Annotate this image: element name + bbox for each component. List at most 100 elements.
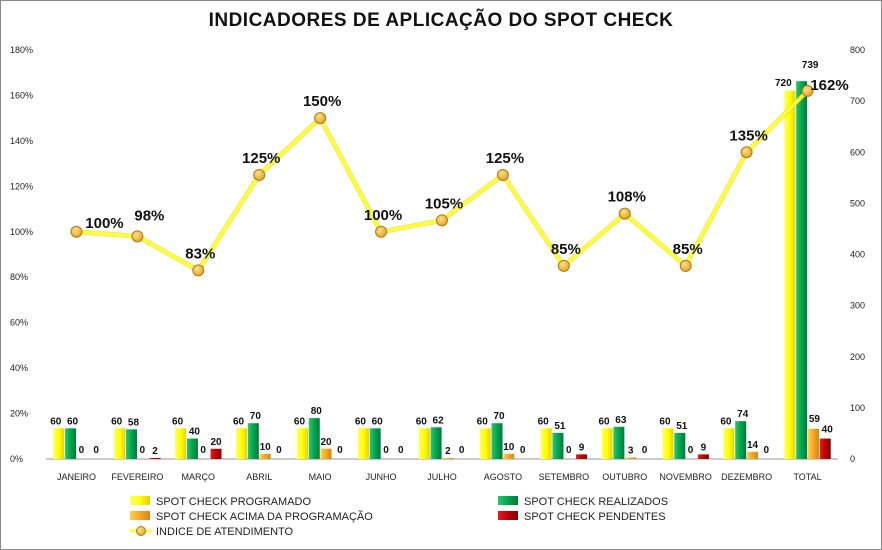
bar-value-label: 0 bbox=[566, 445, 572, 456]
legend-label: INDICE DE ATENDIMENTO bbox=[156, 526, 294, 538]
index-value-label: 100% bbox=[85, 215, 123, 232]
bar bbox=[247, 423, 259, 459]
index-value-label: 125% bbox=[242, 150, 280, 167]
bar bbox=[784, 90, 796, 460]
bar-value-label: 60 bbox=[111, 416, 123, 427]
bar bbox=[503, 453, 515, 459]
bar bbox=[662, 428, 674, 459]
bar bbox=[613, 426, 625, 459]
legend-swatch bbox=[498, 511, 518, 520]
right-tick-label: 0 bbox=[850, 454, 855, 464]
bar bbox=[296, 428, 308, 459]
index-point bbox=[314, 112, 327, 125]
bar-value-label: 0 bbox=[93, 445, 99, 456]
bar-value-label: 60 bbox=[294, 416, 306, 427]
index-point bbox=[253, 168, 266, 181]
bar bbox=[320, 448, 332, 459]
bar bbox=[236, 428, 248, 459]
index-value-label: 83% bbox=[185, 245, 215, 262]
bar bbox=[210, 448, 222, 459]
right-tick-label: 200 bbox=[850, 352, 865, 362]
bar bbox=[552, 432, 564, 459]
bar-value-label: 60 bbox=[372, 416, 384, 427]
index-value-label: 105% bbox=[425, 195, 463, 212]
bar-value-label: 0 bbox=[140, 445, 146, 456]
bar-value-label: 60 bbox=[477, 416, 489, 427]
index-value-label: 150% bbox=[303, 93, 341, 110]
bar bbox=[735, 421, 747, 459]
bar-value-label: 60 bbox=[233, 416, 245, 427]
bar bbox=[479, 428, 491, 459]
category-label: JUNHO bbox=[366, 472, 397, 482]
bar-value-label: 0 bbox=[688, 445, 694, 456]
bar-value-label: 70 bbox=[493, 411, 505, 422]
bar bbox=[175, 428, 187, 459]
index-point bbox=[192, 264, 205, 277]
bar-value-label: 0 bbox=[398, 445, 404, 456]
bar-value-label: 0 bbox=[520, 445, 526, 456]
bar-value-label: 3 bbox=[628, 445, 634, 456]
category-label: JANEIRO bbox=[57, 472, 96, 482]
index-point bbox=[436, 214, 448, 227]
bar bbox=[308, 418, 320, 459]
bar bbox=[540, 428, 552, 459]
bar bbox=[491, 423, 503, 459]
bar-value-label: 51 bbox=[554, 421, 566, 432]
legend-label: SPOT CHECK PENDENTES bbox=[524, 511, 666, 523]
bar-value-label: 60 bbox=[659, 416, 671, 427]
right-tick-label: 600 bbox=[850, 147, 865, 157]
index-value-label: 135% bbox=[729, 127, 767, 144]
index-point bbox=[496, 168, 509, 181]
bar-value-label: 2 bbox=[445, 446, 451, 457]
bar bbox=[819, 438, 831, 459]
bar bbox=[674, 432, 686, 459]
left-tick-label: 20% bbox=[10, 409, 28, 419]
bar bbox=[114, 428, 126, 459]
right-tick-label: 800 bbox=[850, 45, 865, 55]
index-value-label: 100% bbox=[364, 207, 402, 224]
right-tick-label: 500 bbox=[850, 198, 865, 208]
bar-value-label: 10 bbox=[503, 442, 515, 453]
left-tick-label: 180% bbox=[10, 45, 33, 55]
bar-value-label: 63 bbox=[615, 415, 627, 426]
bar-value-label: 0 bbox=[383, 445, 389, 456]
bar-value-label: 60 bbox=[50, 416, 62, 427]
legend-marker-swatch bbox=[136, 526, 146, 536]
left-tick-label: 60% bbox=[10, 318, 28, 328]
bar-value-label: 739 bbox=[802, 60, 819, 71]
bar bbox=[807, 428, 819, 459]
bar-value-label: 2 bbox=[152, 446, 158, 457]
category-label: FEVEREIRO bbox=[111, 472, 163, 482]
index-value-label: 108% bbox=[608, 189, 646, 206]
bar-value-label: 60 bbox=[538, 416, 550, 427]
bar-value-label: 60 bbox=[172, 416, 184, 427]
bar bbox=[442, 457, 454, 459]
index-point bbox=[70, 225, 83, 238]
category-label: ABRIL bbox=[246, 472, 272, 482]
bar bbox=[186, 438, 198, 459]
index-point bbox=[131, 230, 144, 243]
bar bbox=[369, 428, 381, 459]
category-label: OUTUBRO bbox=[602, 472, 647, 482]
bar-value-label: 60 bbox=[67, 416, 79, 427]
bar-value-label: 40 bbox=[822, 425, 834, 436]
bar-value-label: 0 bbox=[79, 445, 85, 456]
bar-value-label: 10 bbox=[260, 442, 272, 453]
legend-swatch bbox=[130, 496, 150, 505]
legend-label: SPOT CHECK REALIZADOS bbox=[524, 496, 668, 508]
bar bbox=[65, 428, 77, 459]
bar-value-label: 60 bbox=[416, 416, 428, 427]
category-label: AGOSTO bbox=[484, 472, 522, 482]
index-point bbox=[801, 84, 814, 97]
bar-value-label: 9 bbox=[579, 442, 585, 453]
chart-title: INDICADORES DE APLICAÇÃO DO SPOT CHECK bbox=[208, 10, 674, 31]
bar bbox=[601, 428, 613, 459]
bar bbox=[723, 428, 735, 459]
index-value-label: 162% bbox=[810, 77, 848, 94]
left-tick-label: 140% bbox=[10, 136, 33, 146]
index-point bbox=[679, 259, 692, 272]
bar-value-label: 58 bbox=[128, 417, 140, 428]
bar bbox=[53, 428, 65, 459]
bar-value-label: 0 bbox=[337, 445, 343, 456]
